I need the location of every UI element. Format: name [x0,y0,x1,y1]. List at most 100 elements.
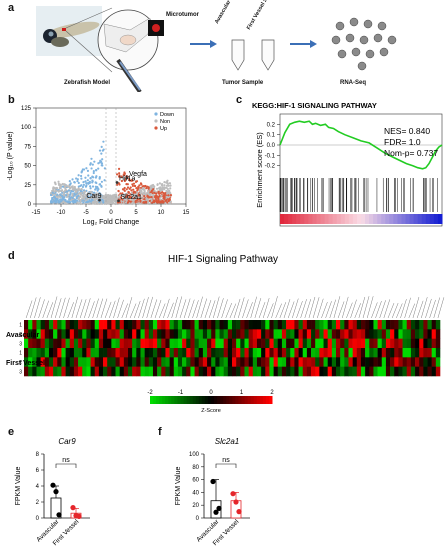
y-axis-label: -Log₁₀ (P value) [7,131,14,180]
heatmap-cell [435,329,441,339]
volcano-point [82,201,85,204]
heatmap-cell [294,366,299,377]
gene-column-label [138,298,145,319]
gene-column-label [354,303,361,319]
heatmap-cell [173,357,179,367]
gene-column-label [117,299,124,319]
heatmap-cell [82,357,87,367]
volcano-point [166,192,169,195]
heatmap-cell [128,329,133,339]
volcano-point [57,195,60,198]
volcano-point [94,185,97,188]
volcano-point [69,191,72,195]
heatmap-cell [398,357,403,367]
volcano-point [98,191,101,195]
gene-column-label [30,297,37,319]
volcano-point [126,194,129,197]
heatmap-cell [402,338,408,349]
heatmap-cell [28,348,33,358]
gene-column-label [271,296,278,319]
heatmap-cell [86,348,91,358]
volcano-point [95,169,98,172]
heatmap-cell [252,338,258,349]
volcano-point [83,197,86,201]
heatmap-cell [223,366,229,377]
volcano-point [91,180,94,183]
heatmap-cell [28,320,33,330]
significance-label: ns [222,457,230,464]
volcano-point [79,184,82,188]
heatmap-cell [169,357,175,367]
colorbar-cell [241,396,246,404]
gene-column-label [367,296,374,319]
volcano-point [80,177,83,180]
data-point [216,505,222,511]
colorbar-cell [195,396,200,404]
volcano-point [91,202,94,205]
heatmap-title: HIF-1 Signaling Pathway [168,254,278,265]
panel-label-f: f [158,426,162,438]
tube-avascular [231,39,245,71]
gene-column-label [325,301,332,319]
volcano-point [135,180,139,183]
colorbar-cell [192,396,197,404]
gene-column-label [229,303,237,319]
heatmap-cell [107,320,112,330]
heatmap-cell [336,320,341,330]
heatmap-cell [69,366,75,377]
volcano-point [57,201,60,204]
volcano-point [161,189,164,192]
y-tick-label: 0.1 [267,133,276,139]
heatmap-cell [331,348,337,358]
volcano-point [149,192,152,196]
volcano-point [161,191,164,194]
y-tick-label: -0.2 [265,164,276,170]
heatmap-cell [98,366,104,377]
volcano-point [103,167,106,170]
heatmap-cell [132,338,137,349]
heatmap-cell [123,366,129,377]
volcano-point [145,198,148,201]
heatmap-cell [431,329,437,339]
gene-column-label [296,301,303,319]
heatmap-cell [423,320,428,330]
heatmap-cell [315,366,320,377]
heatmap-cell [94,338,100,349]
gene-column-label [258,302,266,319]
heatmap-cell [319,329,324,339]
heatmap-cell [398,366,403,377]
volcano-point [154,197,157,201]
heatmap-cell [369,320,374,330]
volcano-point [81,168,84,171]
volcano-point [68,201,72,204]
volcano-point [54,193,57,196]
heatmap-cell [319,348,324,358]
heatmap-cell [86,329,91,339]
heatmap-cell [273,348,279,358]
heatmap-cell [69,329,75,339]
legend-label: Non [160,119,170,125]
rank-gradient-cell [369,214,374,224]
gene-column-label [412,296,420,319]
x-tick-label: 0 [109,210,113,216]
significance-bracket [215,463,237,468]
row-label: 2 [19,332,22,338]
heatmap-cell [165,338,170,349]
volcano-point [169,187,172,190]
volcano-point [153,189,156,193]
heatmap-cell [427,348,432,358]
heatmap-cell [277,366,283,377]
heatmap-cell [94,366,100,377]
heatmap-cell [32,338,37,349]
heatmap-cell [227,357,233,367]
gene-column-label [263,298,270,319]
heatmap-cell [390,329,395,339]
heatmap-cell [53,357,58,367]
gene-column-label [121,303,128,319]
heatmap-cell [165,366,170,377]
volcano-point [161,186,164,189]
heatmap-cell [410,357,416,367]
colorbar-tick: -2 [147,390,153,396]
heatmap-cell [173,320,179,330]
heatmap-cell [286,320,291,330]
